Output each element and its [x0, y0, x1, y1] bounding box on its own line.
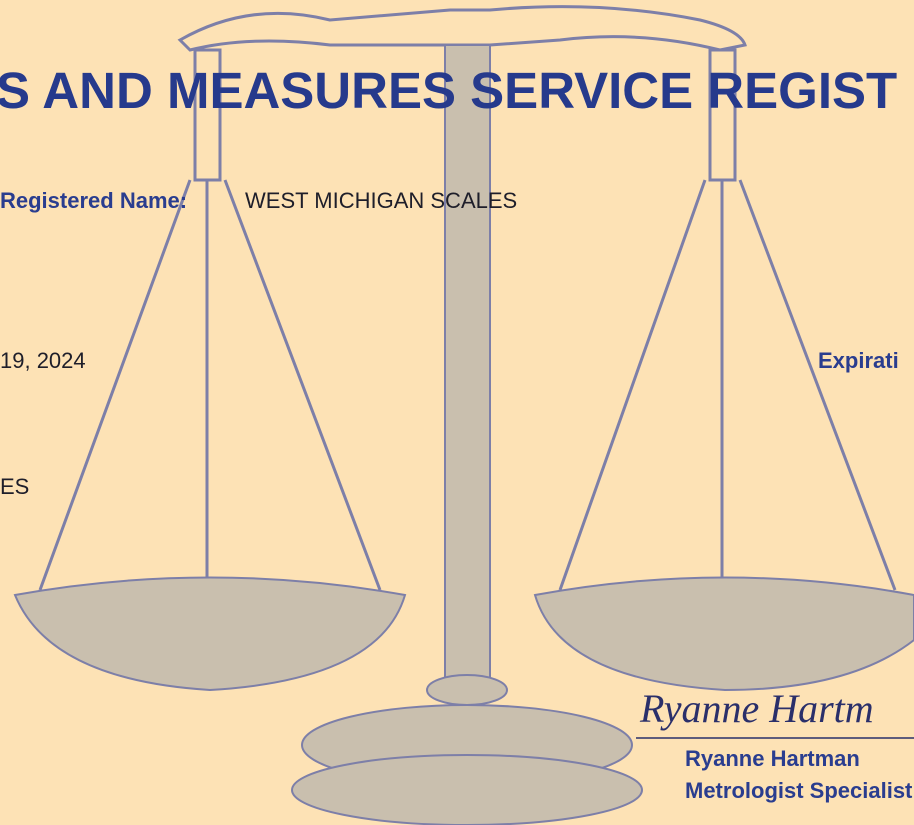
signer-title: Metrologist Specialist	[685, 778, 913, 803]
certificate: S AND MEASURES SERVICE REGIST Registered…	[0, 0, 914, 825]
field-fragment: ES	[0, 474, 29, 499]
registered-name-label: Registered Name:	[0, 188, 187, 213]
expiration-label: Expirati	[818, 348, 899, 373]
registered-name: WEST MICHIGAN SCALES	[245, 188, 517, 213]
signature-script: Ryanne Hartm	[639, 686, 874, 731]
title: S AND MEASURES SERVICE REGIST	[0, 62, 897, 119]
signer-name: Ryanne Hartman	[685, 746, 860, 771]
date: 19, 2024	[0, 348, 86, 373]
page: {"header": {"title": "S AND MEASURES SER…	[0, 0, 914, 825]
